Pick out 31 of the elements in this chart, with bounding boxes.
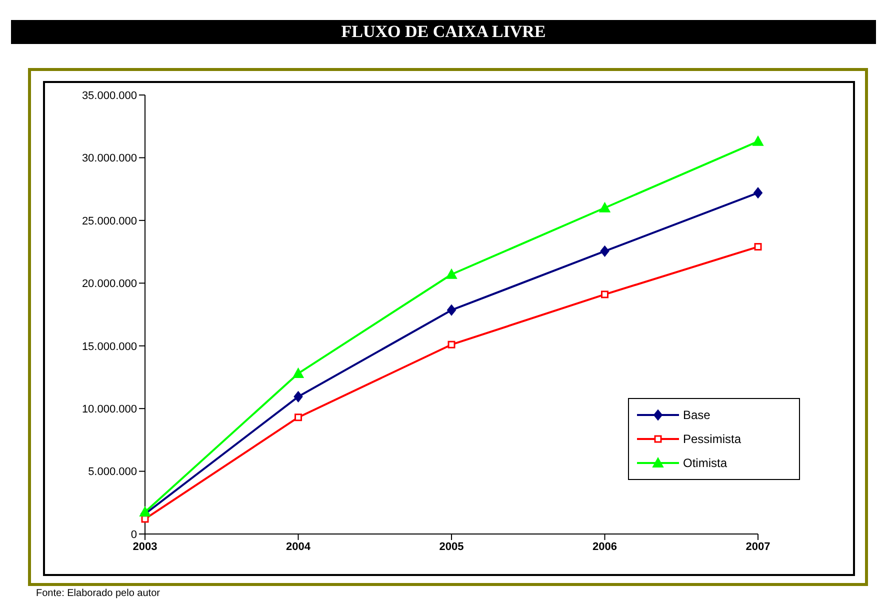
y-tick-label: 15.000.000 (82, 340, 137, 353)
point (446, 268, 457, 279)
point (294, 391, 303, 402)
point (752, 136, 764, 146)
point (754, 243, 762, 251)
chart-title: FLUXO DE CAIXA LIVRE (11, 20, 876, 44)
point (754, 187, 762, 198)
point (601, 290, 608, 298)
legend-label: Pessimista (683, 432, 742, 446)
x-tick-label: 2004 (286, 540, 312, 553)
point (140, 506, 150, 517)
point (447, 304, 456, 316)
y-tick-label: 30.000.000 (82, 152, 137, 165)
y-tick-label: 5.000.000 (88, 466, 137, 478)
y-tick-label: 20.000.000 (82, 278, 137, 290)
point (292, 368, 304, 378)
x-tick-label: 2006 (592, 540, 617, 553)
y-tick-label: 35.000.000 (82, 90, 137, 102)
x-tick-label: 2007 (746, 540, 770, 553)
x-tick-label: 2005 (439, 540, 464, 553)
point (599, 202, 610, 212)
y-tick-label: 25.000.000 (82, 215, 137, 228)
y-tick-label: 0 (130, 528, 137, 541)
x-tick-label: 2003 (132, 540, 158, 553)
legend-label: Otimista (683, 456, 728, 470)
point (600, 246, 610, 257)
source-note: Fonte: Elaborado pelo autor (36, 588, 160, 599)
y-tick-label: 10.000.000 (82, 403, 137, 416)
point (294, 414, 302, 422)
point (448, 340, 456, 348)
legend-label: Base (683, 408, 710, 422)
